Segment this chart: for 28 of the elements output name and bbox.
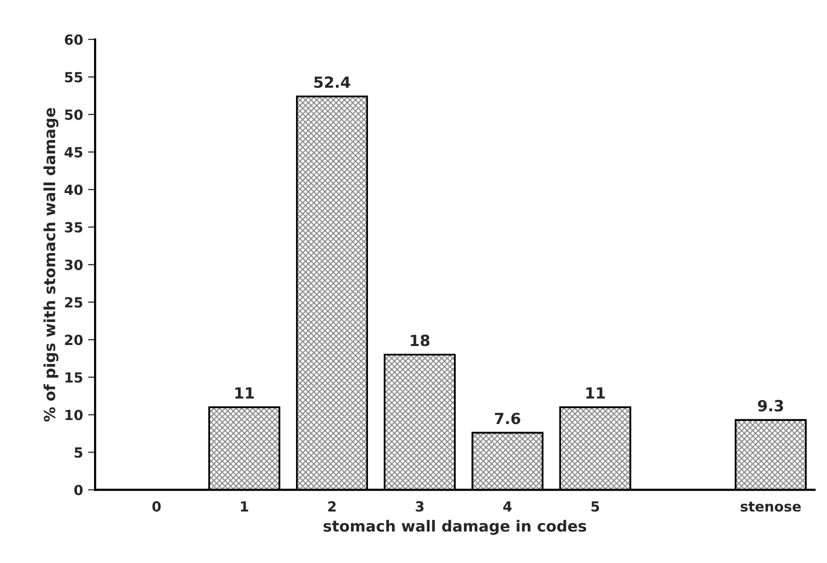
y-tick-label: 55 bbox=[65, 72, 82, 82]
y-tick-label: 10 bbox=[66, 410, 83, 420]
x-tick-label: 2 bbox=[328, 501, 336, 512]
data-label: 52.4 bbox=[314, 76, 350, 88]
y-tick-label: 40 bbox=[64, 184, 83, 196]
data-label: 11 bbox=[586, 387, 605, 399]
y-tick-label: 20 bbox=[65, 334, 83, 346]
y-tick-label: 60 bbox=[64, 34, 83, 45]
y-tick-label: 5 bbox=[74, 447, 82, 458]
y-tick-label: 25 bbox=[65, 297, 82, 308]
y-tick-label: 50 bbox=[65, 109, 83, 120]
y-tick-label: 45 bbox=[64, 147, 82, 158]
data-label: 11 bbox=[235, 387, 254, 399]
data-label: 18 bbox=[410, 334, 430, 346]
y-tick-label: 35 bbox=[64, 222, 82, 233]
data-label: 9.3 bbox=[758, 400, 784, 412]
y-axis-title: % of pigs with stomach wall damage bbox=[44, 108, 58, 422]
x-tick-label: 4 bbox=[503, 501, 512, 512]
data-label: 7.6 bbox=[494, 412, 520, 424]
x-tick-label: stenose bbox=[740, 502, 801, 512]
x-tick-label: 5 bbox=[591, 501, 600, 512]
x-tick-label: 1 bbox=[241, 501, 248, 512]
x-axis-title: stomach wall damage in codes bbox=[324, 520, 586, 535]
x-tick-label: 3 bbox=[416, 501, 424, 512]
y-tick-label: 0 bbox=[74, 484, 83, 496]
x-tick-label: 0 bbox=[152, 501, 161, 512]
y-tick-label: 15 bbox=[66, 372, 82, 383]
y-tick-label: 30 bbox=[64, 260, 83, 270]
